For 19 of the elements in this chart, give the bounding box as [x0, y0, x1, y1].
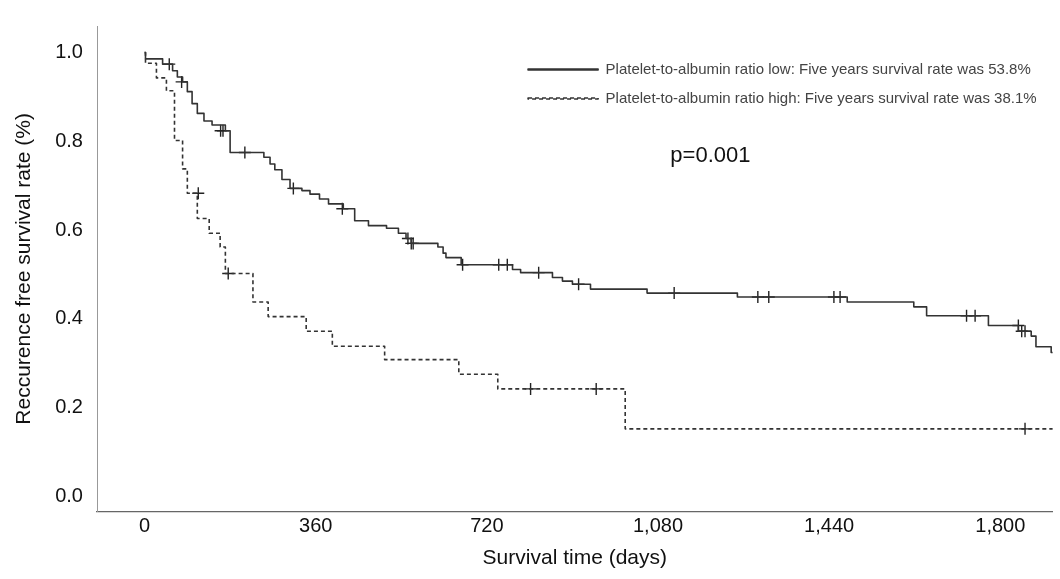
legend-label: Platelet-to-albumin ratio low: Five years survival rate was 53.8% — [605, 59, 1031, 77]
annotation: p=0.001 — [670, 142, 751, 168]
point — [191, 186, 205, 200]
y-tick-label: 0.8 — [55, 128, 83, 151]
y-axis-title: Reccurence free survival rate (%) — [11, 113, 35, 425]
x-tick-label: 0 — [138, 514, 151, 537]
y-tick-label: 1.0 — [55, 40, 83, 63]
x-tick-label: 720 — [470, 514, 504, 537]
x-tick-label: 1,800 — [975, 514, 1026, 537]
x-axis-title: Survival time (days) — [482, 545, 667, 569]
x-tick-label: 360 — [299, 514, 333, 537]
y-tick-label: 0.4 — [55, 306, 83, 329]
y-tick-label: 0.0 — [55, 483, 83, 506]
x-tick-label: 1,440 — [804, 514, 855, 537]
point — [523, 382, 538, 396]
legend-label: Platelet-to-albumin ratio high: Five years survival rate was 38.1% — [605, 88, 1037, 106]
y-tick-label: 0.2 — [55, 395, 83, 418]
x-tick-label: 1,080 — [632, 514, 684, 537]
y-tick-label: 0.6 — [55, 217, 83, 240]
